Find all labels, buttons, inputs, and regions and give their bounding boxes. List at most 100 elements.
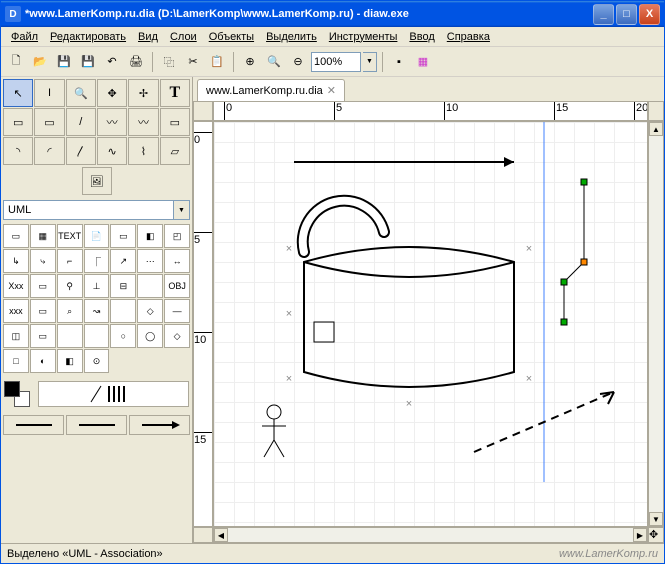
shape-23[interactable]: ⌕ [57,299,83,323]
tool-text-cursor[interactable]: I [34,79,64,107]
nav-corner[interactable]: ✥ [648,527,664,543]
shape-6[interactable]: ◰ [164,224,190,248]
document-tab[interactable]: www.LamerKomp.ru.dia ✕ [197,79,345,101]
zoomout-icon[interactable]: ⊖ [287,51,309,73]
shape-category-dropdown[interactable]: ▼ [174,200,190,220]
scroll-track[interactable] [228,528,633,542]
tool-poly-sel[interactable]: 〰 [97,108,127,136]
print-icon[interactable]: 🖨 [125,51,147,73]
tool-bezier-sel[interactable]: 〰 [128,108,158,136]
shape-14[interactable]: Xxx [3,274,29,298]
shape-22[interactable]: ▭ [30,299,56,323]
zoom-icon[interactable]: 🔍 [263,51,285,73]
shape-2[interactable]: TEXT [57,224,83,248]
shape-13[interactable]: ↔ [164,249,190,273]
tool-line-sel[interactable]: / [66,108,96,136]
menu-objects[interactable]: Объекты [203,29,260,45]
shape-35[interactable]: □ [3,349,29,373]
shape-38[interactable]: ⊙ [84,349,110,373]
menu-input[interactable]: Ввод [403,29,440,45]
tool-rect-shape[interactable]: ▭ [34,108,64,136]
tool-text[interactable]: T [160,79,190,107]
shape-25[interactable] [110,299,136,323]
tool-zoom[interactable]: 🔍 [66,79,96,107]
tool-image[interactable]: 🖼 [82,167,112,195]
shape-1[interactable]: ▦ [30,224,56,248]
copy-icon[interactable]: ⿻ [158,51,180,73]
shape-21[interactable]: xxx [3,299,29,323]
open-icon[interactable]: 📂 [29,51,51,73]
fgcolor-icon[interactable]: ▪ [388,51,410,73]
shape-category-input[interactable] [3,200,174,220]
shape-10[interactable]: ⎾ [84,249,110,273]
vertical-scrollbar[interactable]: ▲ ▼ [648,121,664,527]
fg-bg-swatch[interactable] [4,381,30,407]
tool-lasso[interactable]: ▱ [160,137,190,165]
scroll-right-button[interactable]: ▶ [633,528,647,542]
shape-34[interactable]: ◇ [164,324,190,348]
shape-4[interactable]: ▭ [110,224,136,248]
shape-30[interactable] [57,324,83,348]
shape-5[interactable]: ◧ [137,224,163,248]
menu-select[interactable]: Выделить [260,29,323,45]
shape-0[interactable]: ▭ [3,224,29,248]
menu-layers[interactable]: Слои [164,29,203,45]
zoomin-icon[interactable]: ⊕ [239,51,261,73]
menu-view[interactable]: Вид [132,29,164,45]
close-button[interactable]: X [639,4,660,25]
save-icon[interactable]: 💾 [53,51,75,73]
menu-help[interactable]: Справка [441,29,496,45]
shape-24[interactable]: ↝ [84,299,110,323]
menu-tools[interactable]: Инструменты [323,29,404,45]
shape-11[interactable]: ↗ [110,249,136,273]
new-icon[interactable]: 🗋 [5,51,27,73]
shape-12[interactable]: ⋯ [137,249,163,273]
shape-20[interactable]: OBJ [164,274,190,298]
shape-3[interactable]: 📄 [84,224,110,248]
shape-28[interactable]: ◫ [3,324,29,348]
canvas[interactable]: ×××××× [213,121,648,527]
shape-17[interactable]: ⊥ [84,274,110,298]
shape-33[interactable]: ◯ [137,324,163,348]
fg-swatch[interactable] [4,381,20,397]
tool-spline[interactable]: ⌇ [128,137,158,165]
tab-close-icon[interactable]: ✕ [327,84,336,97]
scroll-track[interactable] [649,136,663,512]
tool-move[interactable]: ✥ [97,79,127,107]
maximize-button[interactable]: □ [616,4,637,25]
horizontal-scrollbar[interactable]: ◀ ▶ [213,527,648,543]
shape-8[interactable]: ⤷ [30,249,56,273]
shape-19[interactable] [137,274,163,298]
scroll-up-button[interactable]: ▲ [649,122,663,136]
tool-pointer[interactable]: ↖ [3,79,33,107]
scroll-left-button[interactable]: ◀ [214,528,228,542]
shape-7[interactable]: ↳ [3,249,29,273]
tool-rect-select[interactable]: ▭ [3,108,33,136]
titlebar[interactable]: D *www.LamerKomp.ru.dia (D:\LamerKomp\ww… [1,1,664,27]
shape-32[interactable]: ○ [110,324,136,348]
line-preview[interactable] [38,381,189,407]
scroll-down-button[interactable]: ▼ [649,512,663,526]
line-end-button[interactable] [129,415,190,435]
shape-15[interactable]: ▭ [30,274,56,298]
shape-18[interactable]: ⊟ [110,274,136,298]
shape-31[interactable] [84,324,110,348]
shape-16[interactable]: ⚲ [57,274,83,298]
tool-polyline[interactable]: 〳 [66,137,96,165]
menu-edit[interactable]: Редактировать [44,29,132,45]
shape-27[interactable]: — [164,299,190,323]
shape-36[interactable]: ◐ [30,349,56,373]
undo-icon[interactable]: ↶ [101,51,123,73]
minimize-button[interactable]: _ [593,4,614,25]
menu-file[interactable]: Файл [5,29,44,45]
tool-scroll[interactable]: ✢ [128,79,158,107]
layers-icon[interactable]: ▦ [412,51,434,73]
cut-icon[interactable]: ✂ [182,51,204,73]
line-mid-button[interactable] [66,415,127,435]
shape-9[interactable]: ⌐ [57,249,83,273]
shape-37[interactable]: ◧ [57,349,83,373]
tool-arc-tl[interactable]: ◝ [3,137,33,165]
shape-26[interactable]: ◇ [137,299,163,323]
shape-29[interactable]: ▭ [30,324,56,348]
tool-curve[interactable]: ∿ [97,137,127,165]
